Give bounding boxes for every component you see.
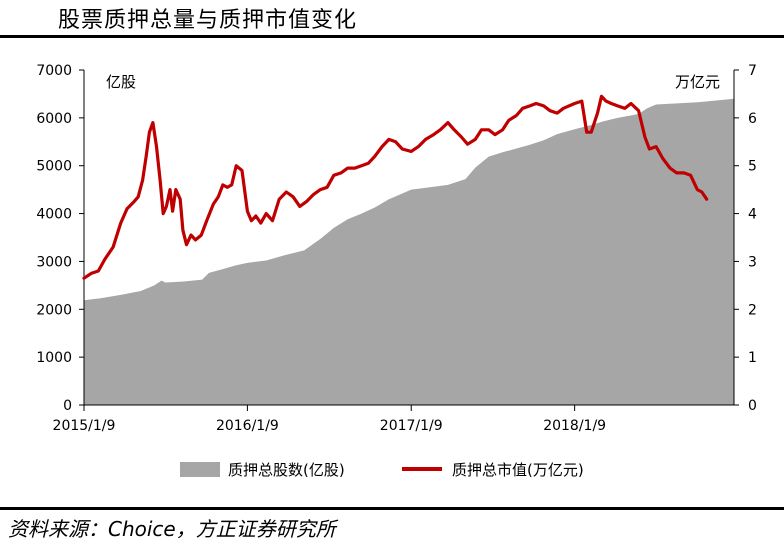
right-tick-label: 6 [748, 111, 757, 127]
right-tick-label: 2 [748, 302, 757, 318]
left-tick-label: 2000 [36, 302, 72, 318]
legend-label-line: 质押总市值(万亿元) [452, 461, 584, 479]
x-tick-label: 2016/1/9 [216, 418, 279, 434]
area-series-pledged-shares [84, 98, 734, 405]
bottom-divider [0, 507, 784, 510]
axes-layer [79, 69, 739, 411]
source-note: 资料来源：Choice，方正证券研究所 [8, 517, 336, 541]
left-tick-label: 5000 [36, 159, 72, 175]
page-title: 股票质押总量与质押市值变化 [58, 8, 358, 33]
labels-layer: 0 1000 2000 3000 4000 5000 6000 7000 0 1 2 3 4 5 6 7 201… [36, 63, 757, 434]
top-divider [0, 35, 784, 38]
left-tick-label: 3000 [36, 254, 72, 270]
right-tick-label: 7 [748, 63, 757, 79]
right-tick-label: 1 [748, 350, 757, 366]
left-tick-label: 1000 [36, 350, 72, 366]
right-axis-unit-label: 万亿元 [675, 73, 720, 91]
right-tick-label: 4 [748, 207, 757, 223]
line-series-pledged-market-value [82, 94, 709, 280]
right-tick-label: 3 [748, 254, 757, 270]
legend-swatch-area [180, 462, 220, 477]
left-tick-label: 4000 [36, 207, 72, 223]
chart: 0 1000 2000 3000 4000 5000 6000 7000 0 1 2 3 4 5 6 7 201… [36, 63, 757, 479]
left-tick-label: 6000 [36, 111, 72, 127]
line-layer [82, 94, 709, 280]
x-tick-label: 2018/1/9 [543, 418, 606, 434]
right-tick-label: 0 [748, 398, 757, 414]
area-layer [84, 98, 734, 405]
x-tick-label: 2017/1/9 [380, 418, 443, 434]
legend: 质押总股数(亿股) 质押总市值(万亿元) [180, 461, 584, 479]
left-tick-label: 0 [63, 398, 72, 414]
right-tick-label: 5 [748, 159, 757, 175]
left-tick-label: 7000 [36, 63, 72, 79]
x-tick-label: 2015/1/9 [53, 418, 116, 434]
legend-label-area: 质押总股数(亿股) [228, 461, 345, 479]
left-axis-unit-label: 亿股 [106, 73, 136, 91]
